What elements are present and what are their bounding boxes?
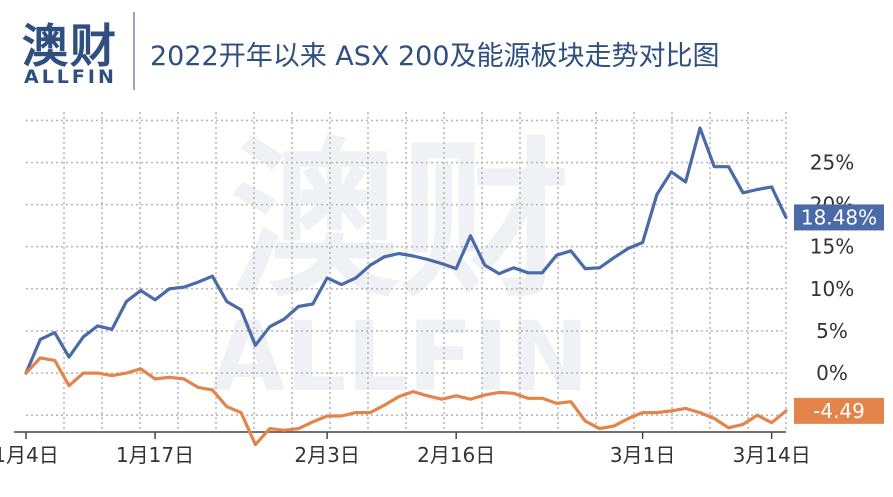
header: 澳财 ALLFIN 2022开年以来 ASX 200及能源板块走势对比图	[0, 0, 893, 96]
watermark-cn: 澳财	[230, 123, 570, 321]
chart-title: 2022开年以来 ASX 200及能源板块走势对比图	[150, 41, 720, 72]
y-tick-label: 25%	[810, 151, 854, 175]
x-tick-label: 2月3日	[294, 443, 359, 467]
y-tick-label: 10%	[810, 277, 854, 301]
end-value-label-box	[794, 204, 884, 231]
x-tick-label: 1月17日	[116, 443, 194, 467]
y-tick-label: 5%	[816, 319, 848, 343]
watermark-en: ALLFIN	[211, 301, 589, 413]
y-tick-label: 15%	[810, 235, 854, 259]
end-value-label: 18.48%	[801, 205, 877, 229]
series-layer	[24, 126, 788, 447]
x-tick-label: 2月16日	[417, 443, 495, 467]
header-divider	[133, 12, 135, 90]
series-line	[24, 356, 788, 447]
x-tick-label: 1月4日	[0, 443, 59, 467]
logo-wordmark: 澳财	[22, 19, 118, 73]
watermark: 澳财 ALLFIN	[211, 123, 589, 413]
x-tick-label: 3月14日	[733, 443, 811, 467]
logo-subtext: ALLFIN	[24, 66, 117, 88]
end-value-label-box	[794, 397, 884, 424]
series-line	[24, 126, 788, 375]
y-tick-label: 0%	[816, 361, 848, 385]
end-value-label: -4.49	[813, 399, 865, 423]
x-tick-label: 3月1日	[610, 443, 675, 467]
labels-layer: 18.48% -4.49	[794, 204, 884, 424]
